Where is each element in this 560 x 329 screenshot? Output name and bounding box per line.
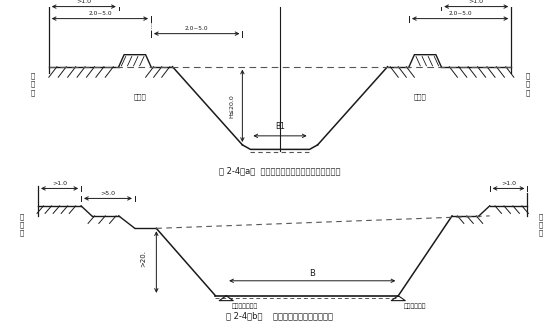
Text: 2.0~5.0: 2.0~5.0 [185, 26, 208, 31]
Text: 图 2-4（b）    无弃土堆路堑标准设计断面: 图 2-4（b） 无弃土堆路堑标准设计断面 [226, 312, 334, 321]
Text: >1.0: >1.0 [469, 0, 484, 4]
Text: 用
地
界: 用 地 界 [539, 214, 543, 236]
Text: 纵断面路肩标高: 纵断面路肩标高 [232, 303, 258, 309]
Text: 2.0~5.0: 2.0~5.0 [449, 11, 472, 16]
Text: >1.0: >1.0 [52, 181, 67, 187]
Text: 图 2-4（a）  粘性土有弃土堆路堑标准设计断面图: 图 2-4（a） 粘性土有弃土堆路堑标准设计断面图 [220, 166, 340, 175]
Text: 路肩设计标高: 路肩设计标高 [404, 303, 426, 309]
Text: >1.0: >1.0 [501, 181, 516, 187]
Text: >1.0: >1.0 [76, 0, 91, 4]
Text: >20.: >20. [140, 250, 146, 267]
Text: 用
地
界: 用 地 界 [20, 214, 24, 236]
Text: B1: B1 [275, 122, 285, 131]
Text: >5.0: >5.0 [100, 191, 115, 196]
Text: 用
地
界: 用 地 界 [525, 73, 529, 95]
Text: 弃土堆: 弃土堆 [134, 94, 147, 100]
Text: H≤20.0: H≤20.0 [229, 94, 234, 118]
Text: 用
地
界: 用 地 界 [31, 73, 35, 95]
Text: B: B [309, 269, 315, 278]
Text: 2.0~5.0: 2.0~5.0 [88, 11, 111, 16]
Text: 弃土堆: 弃土堆 [413, 94, 426, 100]
